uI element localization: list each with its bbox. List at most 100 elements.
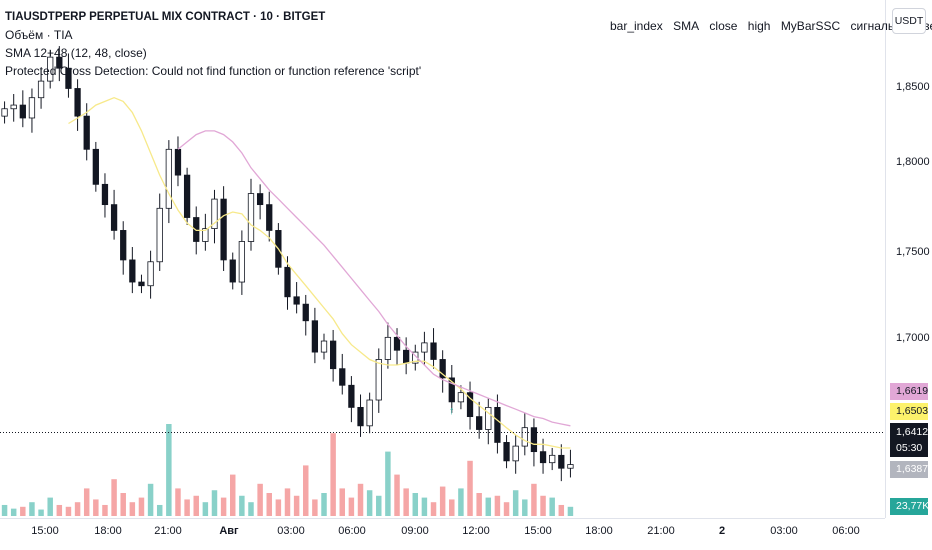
- signal-arrow-icon: ↑: [449, 405, 455, 417]
- currency-unit-button[interactable]: USDT: [892, 8, 926, 34]
- x-tick: 03:00: [277, 525, 305, 537]
- candle-body: [357, 406, 364, 427]
- tool-sma[interactable]: SMA: [673, 19, 700, 33]
- volume-bar: [266, 493, 272, 516]
- candle-body: [65, 67, 72, 89]
- volume-bar: [449, 499, 455, 516]
- candle-body: [466, 392, 474, 418]
- volume-bar: [129, 502, 136, 516]
- volume-tag: 23,77K: [890, 498, 929, 515]
- sma-line: [177, 130, 571, 427]
- volume-bar: [111, 479, 117, 516]
- volume-bar: [394, 474, 400, 516]
- candle-body: [28, 97, 36, 119]
- sma-legend[interactable]: SMA 12+48 (12, 48, close): [5, 46, 147, 60]
- candle-body: [403, 349, 410, 364]
- candle-body: [138, 281, 145, 287]
- y-tick: 1,7500: [896, 246, 930, 258]
- volume-bar: [74, 502, 81, 516]
- volume-bar: [376, 495, 382, 516]
- candle-body: [384, 336, 392, 360]
- candle-body: [19, 104, 26, 119]
- tool-bar-index[interactable]: bar_index: [610, 19, 663, 33]
- volume-bar: [47, 497, 53, 516]
- tool-high[interactable]: high: [747, 19, 771, 33]
- candle-body: [120, 230, 127, 261]
- volume-bar: [56, 504, 63, 516]
- candle-body: [202, 228, 209, 242]
- volume-legend[interactable]: Объём · TIA: [5, 28, 73, 42]
- volume-bar: [211, 490, 218, 516]
- volume-bar: [1, 504, 8, 516]
- x-tick: 03:00: [770, 525, 798, 537]
- x-tick: 15:00: [31, 525, 59, 537]
- tool-mybarssc[interactable]: MyBarSSC: [780, 19, 841, 33]
- sma12-price-tag: 1,6503: [890, 403, 928, 420]
- sma-line: [68, 96, 571, 449]
- candle-body: [156, 207, 163, 263]
- candle-body: [174, 148, 182, 176]
- plot-area[interactable]: [0, 0, 885, 518]
- symbol-title[interactable]: TIAUSDTPERP PERPETUAL MIX CONTRACT · 10 …: [5, 11, 326, 23]
- volume-bar: [567, 506, 574, 516]
- volume-bar: [156, 504, 163, 516]
- volume-bar: [558, 504, 565, 516]
- chart-legend: TIAUSDTPERP PERPETUAL MIX CONTRACT · 10 …: [5, 8, 421, 80]
- bar-countdown: 05:30: [896, 442, 923, 454]
- volume-bar: [321, 493, 327, 516]
- candle-body: [101, 183, 109, 206]
- candle-body: [430, 342, 437, 360]
- candle-body: [549, 454, 556, 464]
- candle-body: [183, 174, 191, 218]
- candle-body: [476, 416, 483, 430]
- y-tick: 1,8500: [896, 81, 930, 93]
- volume-bar: [412, 493, 419, 516]
- volume-bar: [540, 495, 546, 516]
- candle-body: [339, 368, 346, 386]
- volume-bar: [439, 486, 446, 516]
- volume-bar: [257, 483, 263, 516]
- volume-bar: [503, 502, 510, 516]
- candle-body: [229, 259, 236, 283]
- volume-bar: [312, 499, 318, 516]
- candle-body: [329, 340, 337, 370]
- volume-bar: [220, 497, 227, 516]
- x-tick: 12:00: [462, 525, 490, 537]
- candle-body: [56, 56, 63, 69]
- volume-bar: [403, 488, 409, 516]
- candle-body: [375, 359, 382, 401]
- candle-body: [530, 427, 538, 453]
- candle-body: [503, 442, 510, 462]
- volume-bar: [421, 497, 428, 516]
- volume-bar: [357, 483, 364, 516]
- candle-body: [74, 88, 81, 117]
- candle-body: [193, 217, 200, 242]
- last-price-tag: 1,6412 05:30: [890, 423, 928, 457]
- candle-body: [1, 108, 8, 117]
- volume-bar: [184, 499, 190, 516]
- volume-bar: [275, 499, 282, 516]
- volume-bar: [138, 497, 145, 516]
- candle-body: [439, 359, 446, 379]
- volume-bar: [467, 460, 473, 516]
- candle-body: [147, 261, 154, 287]
- volume-bar: [512, 490, 519, 516]
- candle-body: [421, 342, 428, 353]
- candle-body: [10, 104, 17, 110]
- last-price-value: 1,6412: [896, 426, 929, 438]
- candle-body: [37, 80, 45, 99]
- tool-close[interactable]: close: [709, 19, 738, 33]
- volume-bar: [166, 424, 172, 516]
- candle-body: [211, 198, 218, 229]
- candle-body: [47, 56, 54, 82]
- y-tick: 1,8000: [896, 156, 930, 168]
- candle-body: [393, 336, 401, 351]
- prev-price-tag: 1,6387: [890, 461, 928, 478]
- candle-body: [320, 340, 328, 353]
- candle-body: [247, 193, 255, 242]
- candle-body: [238, 241, 246, 283]
- volume-bar: [284, 488, 291, 516]
- candle-body: [521, 427, 528, 447]
- candle-body: [266, 204, 273, 231]
